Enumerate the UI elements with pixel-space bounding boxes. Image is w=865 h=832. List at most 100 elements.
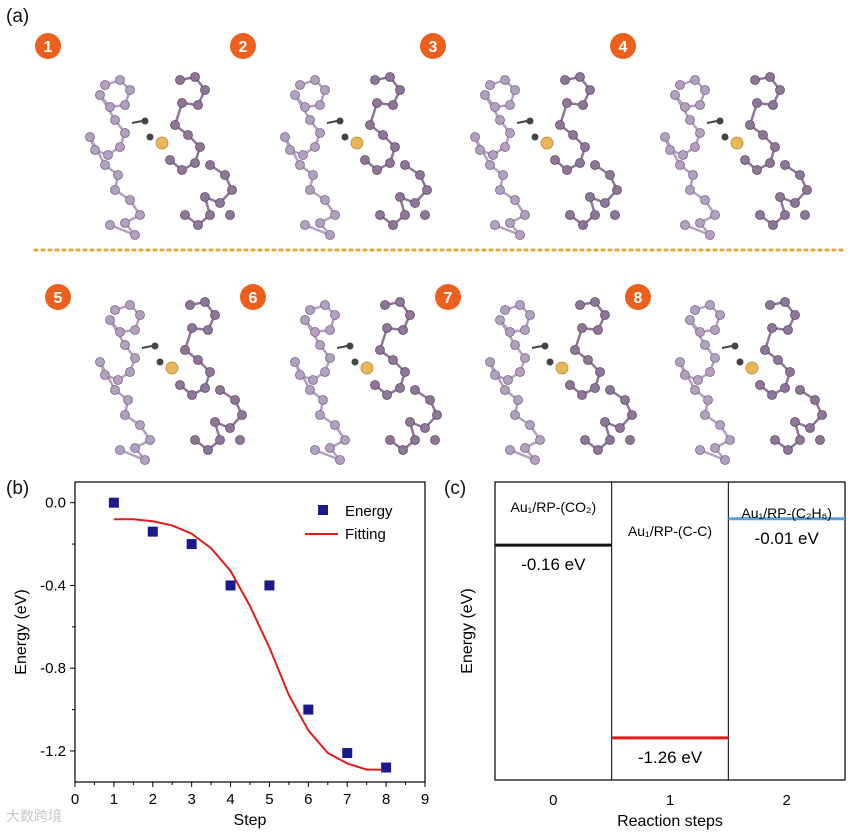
phosphorus-atom — [500, 142, 510, 152]
phosphorus-atom — [795, 435, 805, 445]
phosphorus-atom — [315, 100, 325, 110]
energy-point — [147, 526, 158, 537]
phosphorus-atom — [535, 435, 545, 445]
phosphorus-atom — [767, 323, 777, 333]
y-axis-label: Energy (eV) — [13, 589, 30, 674]
phosphorus-atom — [505, 128, 515, 138]
phosphorus-atom — [315, 340, 325, 350]
step-badge — [230, 33, 256, 59]
phosphorus-atom — [693, 375, 703, 385]
carbon-atom — [546, 358, 554, 366]
carbon-atom — [526, 117, 534, 125]
phosphorus-atom — [710, 353, 720, 363]
phosphorus-atom — [310, 327, 320, 337]
phosphorus-atom — [180, 345, 190, 355]
carbon-atom — [721, 133, 729, 141]
carbon-atom — [156, 358, 164, 366]
phosphorus-atom — [130, 325, 140, 335]
phosphorus-atom — [140, 455, 150, 465]
phosphorus-atom — [335, 455, 345, 465]
phosphorus-atom — [398, 325, 408, 335]
structure-step-2: 2 — [230, 33, 432, 240]
phosphorus-atom — [227, 185, 237, 195]
step-badge-label: 6 — [249, 290, 258, 307]
phosphorus-atom — [605, 435, 615, 445]
phosphorus-atom — [395, 297, 405, 307]
phosphorus-atom — [320, 85, 330, 95]
phosphorus-atom — [300, 102, 310, 112]
phosphorus-atom — [400, 160, 410, 170]
y-tick-label: -1.2 — [40, 743, 66, 760]
phosphorus-atom — [500, 305, 510, 315]
phosphorus-atom — [485, 80, 495, 90]
plot-frame — [494, 481, 846, 781]
x-axis-label: Step — [234, 812, 267, 829]
phosphorus-atom — [690, 305, 700, 315]
phosphorus-atom — [175, 75, 185, 85]
phosphorus-atom — [783, 445, 793, 455]
phosphorus-atom — [405, 417, 415, 427]
phosphorus-atom — [580, 435, 590, 445]
phosphorus-atom — [310, 142, 320, 152]
c-bond — [326, 120, 338, 124]
phosphorus-atom — [580, 142, 590, 152]
phosphorus-atom — [515, 367, 525, 377]
phosphorus-atom — [115, 327, 125, 337]
c-bond — [706, 120, 718, 124]
phosphorus-atom — [680, 102, 690, 112]
phosphorus-atom — [520, 353, 530, 363]
phosphorus-atom — [680, 220, 690, 230]
carbon-atom — [541, 342, 549, 350]
phosphorus-atom — [308, 375, 318, 385]
phosphorus-atom — [615, 423, 625, 433]
phosphorus-atom — [113, 375, 123, 385]
phosphorus-atom — [115, 142, 125, 152]
phosphorus-atom — [705, 300, 715, 310]
phosphorus-atom — [187, 323, 197, 333]
phosphorus-atom — [780, 210, 790, 220]
step-badge-label: 5 — [54, 290, 63, 307]
phosphorus-atom — [560, 75, 570, 85]
phosphorus-atom — [237, 410, 247, 420]
phosphorus-atom — [810, 395, 820, 405]
phosphorus-atom — [520, 325, 530, 335]
phosphorus-atom — [625, 435, 635, 445]
phosphorus-atom — [775, 85, 785, 95]
phosphorus-atom — [120, 100, 130, 110]
phosphorus-atom — [378, 130, 388, 140]
gold-atom — [165, 361, 179, 375]
phosphorus-atom — [765, 72, 775, 82]
phosphorus-atom — [802, 185, 812, 195]
structure-step-6: 6 — [240, 284, 442, 465]
phosphorus-atom — [210, 310, 220, 320]
phosphorus-atom — [100, 160, 110, 170]
phosphorus-atom — [605, 385, 615, 395]
phosphorus-atom — [783, 325, 793, 335]
phosphorus-atom — [320, 300, 330, 310]
carbon-atom — [336, 117, 344, 125]
x-tick-label: 6 — [304, 791, 312, 808]
energy-point — [381, 762, 392, 773]
phosphorus-atom — [515, 230, 525, 240]
structure-step-4: 4 — [610, 33, 812, 240]
phosphorus-atom — [410, 385, 420, 395]
panel-b-label: (b) — [6, 478, 30, 499]
step-badge — [240, 284, 266, 310]
x-tick-label: 8 — [382, 791, 390, 808]
phosphorus-atom — [752, 98, 762, 108]
phosphorus-atom — [765, 300, 775, 310]
phosphorus-atom — [165, 155, 175, 165]
phosphorus-atom — [583, 355, 593, 365]
phosphorus-atom — [600, 417, 610, 427]
phosphorus-atom — [305, 305, 315, 315]
c-bond — [516, 120, 528, 124]
phosphorus-atom — [490, 220, 500, 230]
phosphorus-atom — [470, 132, 480, 142]
phosphorus-atom — [575, 300, 585, 310]
x-tick-label: 9 — [421, 791, 429, 808]
phosphorus-atom — [370, 75, 380, 85]
step-badge-label: 3 — [429, 39, 438, 56]
energy-point — [225, 580, 236, 591]
phosphorus-atom — [700, 195, 710, 205]
phosphorus-atom — [330, 310, 340, 320]
